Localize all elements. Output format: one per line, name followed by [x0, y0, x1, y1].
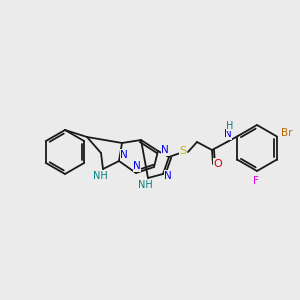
- Text: Br: Br: [281, 128, 293, 139]
- Text: NH: NH: [93, 171, 107, 181]
- Text: F: F: [253, 176, 259, 186]
- Text: N: N: [224, 129, 232, 139]
- Text: N: N: [120, 150, 128, 160]
- Text: NH: NH: [138, 180, 152, 190]
- Text: N: N: [164, 171, 172, 181]
- Text: O: O: [214, 159, 222, 169]
- Text: N: N: [133, 161, 141, 171]
- Text: S: S: [179, 146, 187, 156]
- Text: N: N: [161, 145, 169, 155]
- Text: H: H: [226, 121, 234, 131]
